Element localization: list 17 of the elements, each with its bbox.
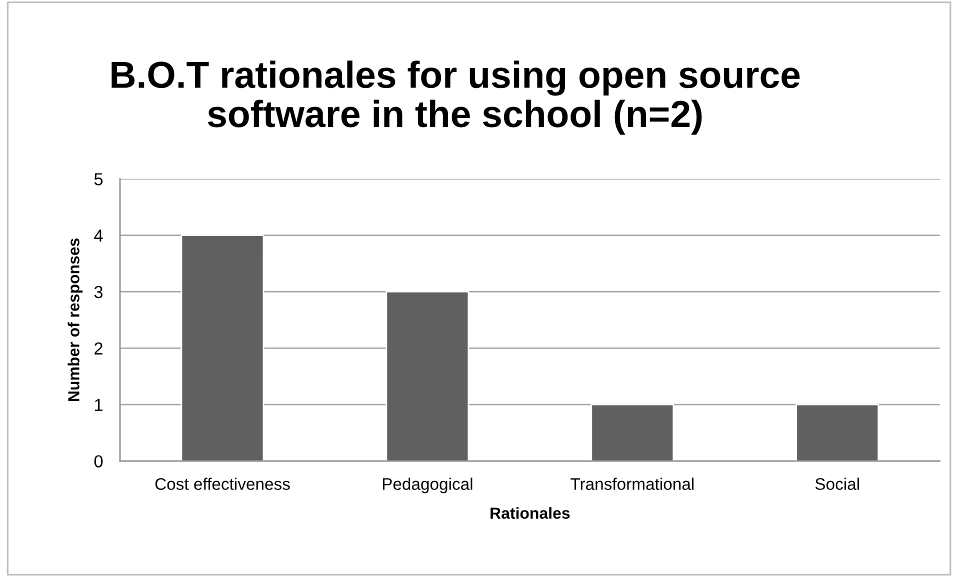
y-axis-title: Number of responses bbox=[68, 238, 83, 401]
x-tick-label: Social bbox=[815, 478, 859, 490]
y-tick-label: 2 bbox=[94, 342, 102, 354]
bar bbox=[180, 234, 264, 462]
y-tick-label: 0 bbox=[94, 455, 103, 468]
y-tick-label: 3 bbox=[94, 286, 103, 298]
bar bbox=[796, 404, 880, 462]
x-tick-label: Cost effectiveness bbox=[155, 478, 290, 490]
chart-title: B.O.T rationales for using open source software in the school (n=2) bbox=[112, 60, 800, 135]
y-tick-label: 5 bbox=[94, 173, 103, 186]
y-tick-label: 1 bbox=[95, 398, 102, 411]
x-axis-title: Rationales bbox=[490, 507, 570, 519]
y-tick-label: 4 bbox=[94, 230, 103, 242]
bar bbox=[590, 404, 674, 462]
x-tick-label: Transformational bbox=[570, 478, 694, 490]
x-tick-label: Pedagogical bbox=[382, 478, 472, 494]
bar bbox=[386, 291, 470, 462]
